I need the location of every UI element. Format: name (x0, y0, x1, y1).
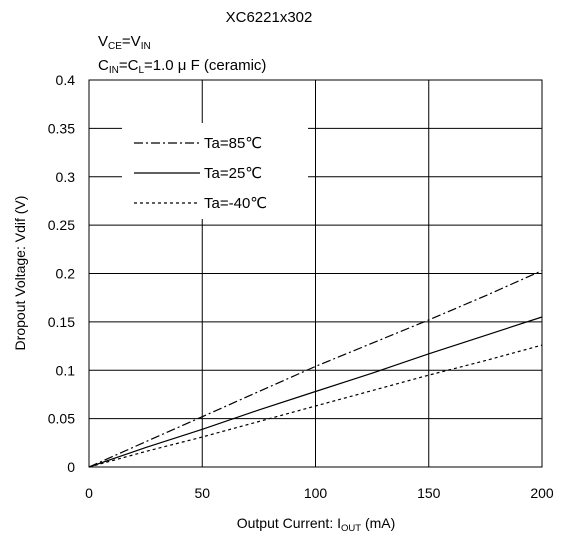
y-axis-label: Dropout Voltage: Vdif (V) (12, 196, 28, 351)
y-tick-label: 0.3 (56, 169, 76, 185)
chart-title: XC6221x302 (226, 9, 313, 26)
condition-cin-cl: CIN=CL=1.0 μ F (ceramic) (98, 57, 266, 76)
series-line (88, 270, 543, 468)
legend-label: Ta=85℃ (204, 135, 262, 152)
y-tick-labels: 0 0.05 0.1 0.15 0.2 0.25 0.3 0.35 0.4 (48, 72, 75, 475)
series-line (88, 344, 543, 468)
y-tick-label: 0.05 (48, 411, 75, 427)
plot-area: Ta=85℃ Ta=25℃ Ta=-40℃ (88, 79, 543, 468)
x-axis-label: Output Current: IOUT (mA) (237, 515, 396, 534)
y-tick-label: 0 (67, 459, 75, 475)
condition-vce-vin: VCE=VIN (98, 33, 151, 52)
y-tick-label: 0.15 (48, 314, 75, 330)
y-tick-label: 0.4 (56, 72, 76, 88)
legend-label: Ta=25℃ (204, 165, 262, 182)
legend: Ta=85℃ Ta=25℃ Ta=-40℃ (122, 123, 308, 219)
x-tick-label: 200 (530, 485, 554, 501)
legend-label: Ta=-40℃ (204, 195, 267, 212)
y-tick-label: 0.2 (56, 266, 76, 282)
plot-frame (88, 79, 543, 468)
y-tick-label: 0.1 (56, 362, 76, 378)
x-tick-labels: 0 50 100 150 200 (85, 485, 554, 501)
x-tick-label: 50 (194, 485, 210, 501)
x-tick-label: 150 (417, 485, 441, 501)
series-line (88, 316, 543, 468)
series-lines (88, 270, 543, 468)
x-tick-label: 100 (304, 485, 328, 501)
y-tick-label: 0.25 (48, 217, 75, 233)
x-tick-label: 0 (85, 485, 93, 501)
y-tick-label: 0.35 (48, 120, 75, 136)
